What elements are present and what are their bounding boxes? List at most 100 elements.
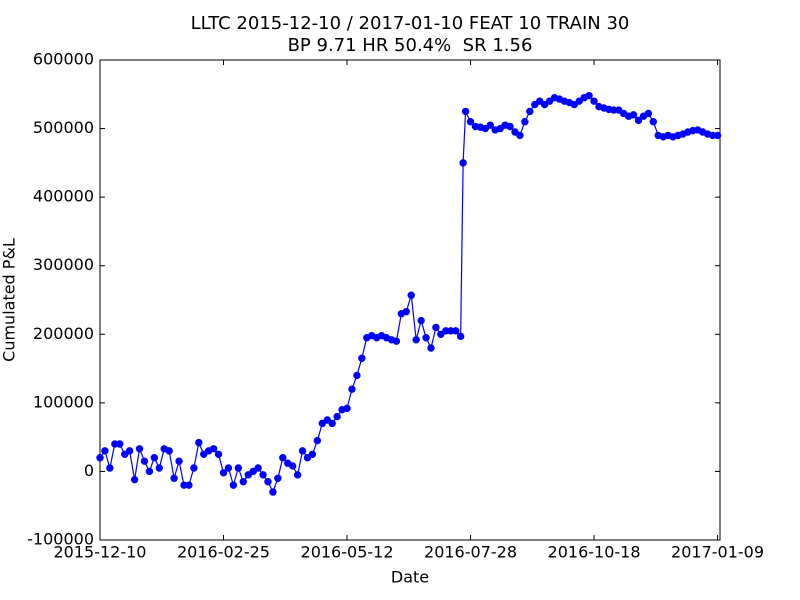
y-tick-label: 100000: [33, 392, 94, 411]
y-tick-label: 400000: [33, 187, 94, 206]
y-axis-label: Cumulated P&L: [0, 238, 19, 362]
data-point: [313, 436, 322, 445]
data-point: [165, 447, 173, 455]
data-point: [575, 97, 583, 105]
data-point: [130, 475, 139, 484]
data-point: [101, 447, 109, 455]
data-point: [521, 118, 529, 126]
data-point: [293, 471, 302, 479]
data-point: [392, 337, 401, 345]
data-point: [244, 471, 252, 479]
plot-frame: [99, 59, 721, 541]
data-point: [570, 100, 578, 109]
x-tick-label: 2016-07-28: [424, 543, 517, 562]
data-point: [200, 450, 208, 458]
y-tick-label: 500000: [33, 118, 94, 137]
x-tick-label: 2016-02-25: [177, 543, 270, 562]
data-point: [516, 131, 524, 140]
data-point: [459, 159, 467, 167]
data-point: [590, 97, 598, 105]
data-point: [402, 307, 410, 316]
data-point: [254, 464, 262, 472]
data-point: [535, 97, 544, 105]
data-point: [259, 471, 267, 479]
data-point: [615, 106, 623, 114]
data-point: [279, 454, 287, 462]
data-point: [323, 416, 331, 424]
data-point: [526, 107, 534, 116]
data-point: [219, 469, 228, 477]
y-tick-label: 300000: [33, 255, 94, 274]
data-point: [264, 478, 272, 486]
data-point: [649, 118, 658, 126]
data-point: [713, 131, 722, 140]
data-point: [437, 330, 445, 338]
data-point: [318, 419, 327, 428]
x-tick-label: 2016-05-12: [301, 543, 394, 562]
data-point: [175, 457, 183, 465]
data-point: [150, 454, 159, 462]
data-point: [229, 481, 238, 489]
x-axis-label: Date: [391, 568, 429, 587]
data-point: [456, 332, 465, 341]
data-point: [486, 121, 494, 129]
x-tick-label: 2016-10-18: [548, 543, 641, 562]
data-point: [634, 116, 643, 125]
data-point: [432, 323, 440, 332]
data-point: [644, 109, 653, 118]
data-point: [427, 344, 435, 352]
data-point: [121, 450, 129, 458]
data-point: [629, 111, 638, 119]
x-tick-label: 2017-01-09: [671, 543, 764, 562]
data-point: [481, 124, 490, 133]
data-point: [353, 371, 361, 380]
data-point: [135, 445, 144, 453]
data-point: [288, 462, 297, 470]
data-point: [96, 454, 104, 462]
y-tick-label: -100000: [27, 530, 94, 549]
chart-subtitle: BP 9.71 HR 50.4% SR 1.56: [288, 35, 533, 56]
data-point: [511, 128, 519, 136]
data-point: [106, 464, 114, 472]
data-point: [298, 447, 307, 455]
data-point: [531, 100, 539, 109]
data-point: [239, 478, 247, 486]
data-point: [466, 118, 475, 126]
data-point: [451, 327, 460, 335]
data-point: [170, 474, 178, 482]
data-point: [358, 354, 366, 362]
data-point: [328, 419, 336, 428]
data-point: [125, 447, 134, 455]
y-tick-label: 0: [84, 461, 94, 480]
data-point: [496, 124, 504, 133]
data-point: [348, 385, 356, 393]
data-point: [540, 100, 549, 109]
data-point: [190, 464, 198, 472]
data-point: [224, 464, 233, 472]
data-point: [407, 291, 415, 299]
data-point: [209, 445, 218, 453]
data-point: [274, 474, 282, 482]
data-point: [333, 412, 341, 421]
data-point: [422, 334, 430, 342]
data-point: [585, 91, 593, 100]
data-point: [234, 464, 243, 472]
data-point: [303, 454, 312, 462]
data-point: [308, 450, 317, 458]
data-point: [417, 316, 425, 325]
y-tick-label: 200000: [33, 324, 94, 343]
data-point: [145, 467, 154, 476]
data-point: [249, 467, 257, 476]
data-point: [461, 107, 470, 116]
chart-title: LLTC 2015-12-10 / 2017-01-10 FEAT 10 TRA…: [191, 13, 630, 34]
data-point: [412, 336, 420, 344]
data-point: [195, 438, 203, 447]
data-point: [185, 481, 193, 489]
data-point: [343, 404, 351, 413]
x-tick-label: 2015-12-10: [54, 543, 147, 562]
data-point: [155, 464, 163, 472]
data-point: [545, 97, 554, 105]
